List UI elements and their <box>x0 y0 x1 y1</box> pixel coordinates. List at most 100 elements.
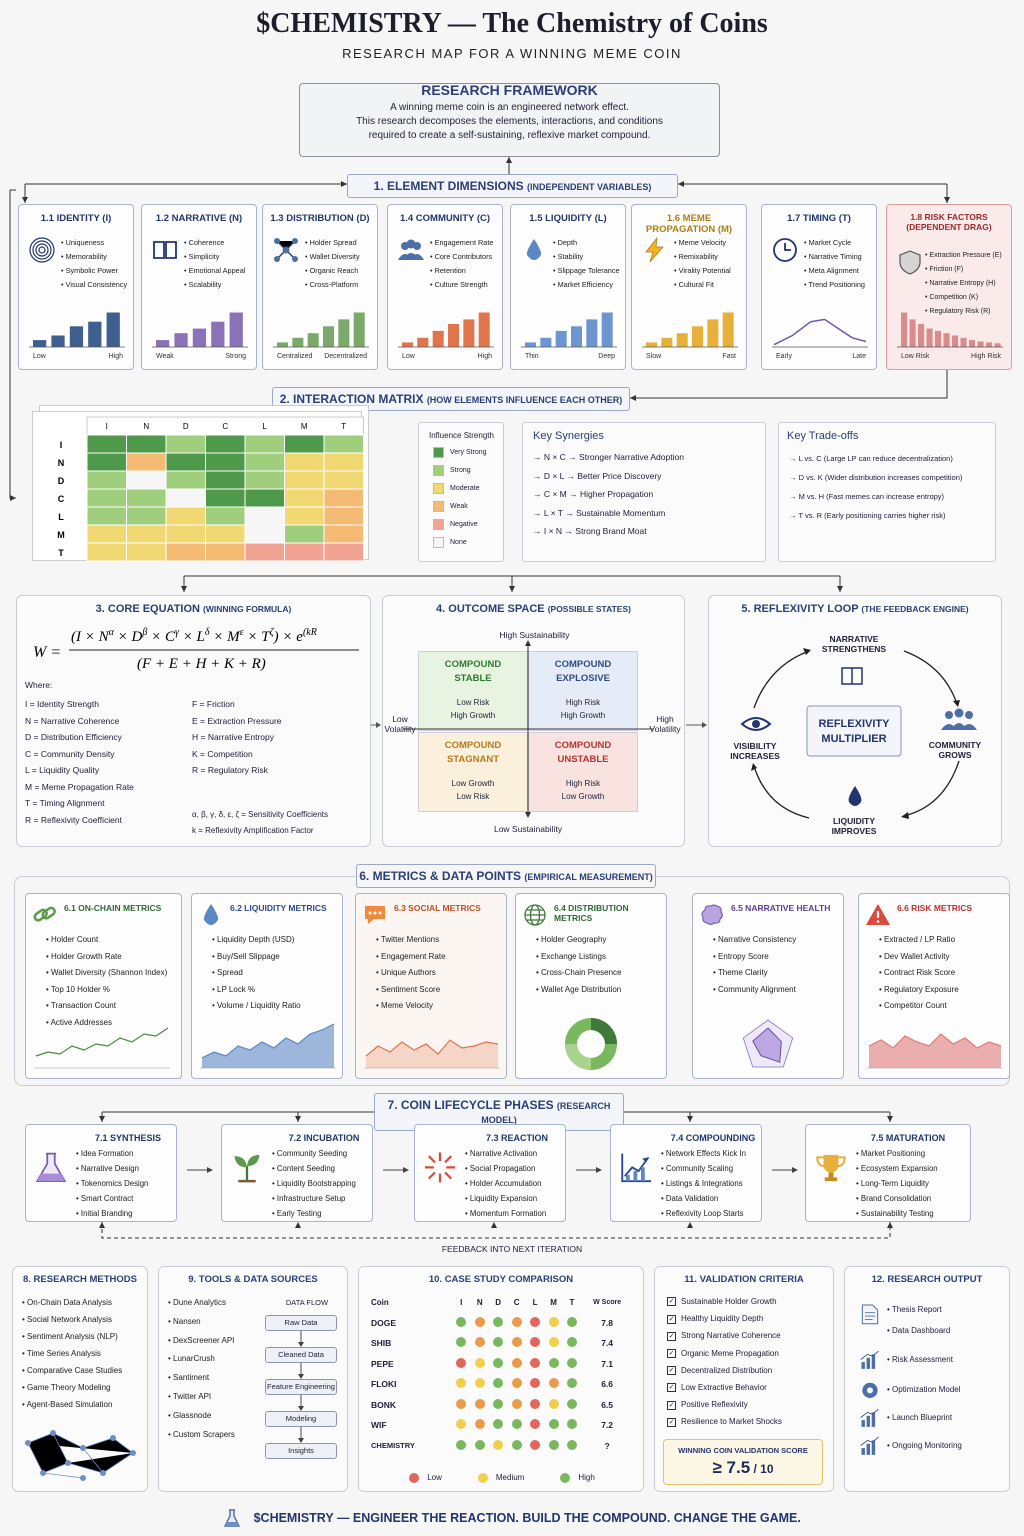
validation-score-label: WINNING COIN VALIDATION SCORE <box>678 1446 808 1455</box>
phase-item: Holder Accumulation <box>465 1176 546 1191</box>
element-attribute: Market Cycle <box>804 236 865 250</box>
matrix-col-header: T <box>341 422 346 431</box>
phase-title: 7.3 REACTION <box>485 1133 548 1143</box>
case-table-header: T <box>569 1297 575 1307</box>
framework-line: required to create a self-sustaining, re… <box>368 130 651 141</box>
svg-text:W =: W = <box>33 644 61 661</box>
outcome-space-panel: 4. OUTCOME SPACE (POSSIBLE STATES) High … <box>382 595 685 847</box>
element-card-subtitle: (DEPENDENT DRAG) <box>906 222 992 232</box>
validation-panel: 11. VALIDATION CRITERIA ✓ Sustainable Hol… <box>654 1266 834 1492</box>
section-1-title: 1. ELEMENT DIMENSIONS <box>373 179 524 193</box>
quadrant-description: Low Risk High Growth <box>450 698 496 720</box>
trophy-icon <box>815 1151 848 1190</box>
scale-bar <box>417 337 429 347</box>
element-scale-chart <box>398 312 494 348</box>
case-table-header: I <box>460 1297 463 1307</box>
scale-low-label: Early <box>776 353 792 360</box>
lifecycle-phase-card: 7.5 MATURATION Market PositioningEcosyste… <box>805 1124 971 1222</box>
element-attribute: Extraction Pressure (E) <box>925 249 1001 263</box>
tool-item: Twitter API <box>168 1388 347 1407</box>
footer-tagline: $CHEMISTRY — ENGINEER THE REACTION. BUIL… <box>253 1511 801 1525</box>
phase-item: Narrative Design <box>76 1161 148 1176</box>
scale-bar <box>601 312 613 347</box>
scale-bar <box>676 333 688 347</box>
rating-dot <box>530 1337 541 1348</box>
element-scale-chart <box>642 312 738 348</box>
w-score: 7.4 <box>601 1338 614 1349</box>
research-method-item: Time Series Analysis <box>22 1345 147 1362</box>
page-subtitle: RESEARCH MAP FOR A WINNING MEME COIN <box>342 46 682 61</box>
outcome-quadrant: COMPOUND STAGNANT Low Growth Low Risk <box>418 732 528 812</box>
element-attribute: Depth <box>553 236 620 250</box>
scale-bar <box>211 321 225 347</box>
section-3-header: 3. CORE EQUATION (WINNING FORMULA) <box>17 603 370 615</box>
framework-line: A winning meme coin is an engineered net… <box>390 102 629 113</box>
coin-name: FLOKI <box>371 1379 397 1390</box>
w-score: 6.5 <box>601 1399 614 1410</box>
phase-item: Idea Formation <box>76 1146 148 1161</box>
tool-item: Dune Analytics <box>168 1294 347 1313</box>
research-method-item: Comparative Case Studies <box>22 1362 147 1379</box>
matrix-row-header: T <box>58 548 64 558</box>
scale-bar <box>661 337 673 347</box>
tool-item: Santiment <box>168 1369 347 1388</box>
rating-dot <box>566 1378 577 1389</box>
variable-definition: K = Competition <box>192 748 253 759</box>
metrics-sparkline <box>34 1027 170 1069</box>
metrics-card-title: 6.3 SOCIAL METRICS <box>394 903 481 913</box>
variable-definition: T = Timing Alignment <box>25 798 105 808</box>
metric-item: Holder Growth Rate <box>46 949 167 966</box>
rating-dot <box>493 1378 504 1389</box>
phase-item: Data Validation <box>661 1191 746 1206</box>
section-7-subtitle: (RESEARCH MODEL) <box>481 1101 611 1125</box>
metric-item: Narrative Consistency <box>713 932 796 949</box>
metric-item: Holder Geography <box>536 932 622 949</box>
rating-dot <box>493 1357 504 1368</box>
scale-bar <box>722 312 734 347</box>
case-table-header: N <box>476 1297 483 1307</box>
coin-name: CHEMISTRY <box>371 1441 415 1451</box>
coefficient-note: k = Reflexivity Amplification Factor <box>192 826 314 835</box>
quadrant-description: High Risk High Growth <box>560 698 606 720</box>
table-row: PEPE 7.1 <box>371 1354 633 1375</box>
variable-definition: E = Extraction Pressure <box>192 715 282 726</box>
metric-item: Competitor Count <box>879 998 959 1015</box>
legend-swatch <box>433 483 444 494</box>
variable-definition: F = Friction <box>192 699 235 709</box>
scale-bar <box>525 342 537 347</box>
phase-item: Tokenomics Design <box>76 1176 149 1191</box>
data-flow-step: Modeling <box>265 1411 337 1427</box>
scale-bar <box>33 340 47 347</box>
scale-bar <box>174 333 188 347</box>
data-flow-step: Raw Data <box>265 1315 337 1331</box>
validation-item: ✓ Healthy Liquidity Depth <box>667 1310 833 1327</box>
checkbox-icon: ✓ <box>667 1366 676 1376</box>
validation-label: Low Extractive Behavior <box>681 1383 767 1393</box>
metric-item: Holder Count <box>46 932 167 949</box>
element-card: 1.8 RISK FACTORS(DEPENDENT DRAG) Extracti… <box>886 204 1012 370</box>
element-attribute: Organic Reach <box>305 264 360 278</box>
section-1-subtitle: (INDEPENDENT VARIABLES) <box>527 182 652 192</box>
droplet-icon <box>848 786 862 806</box>
reflexivity-loop-panel: 5. REFLEXIVITY LOOP (THE FEEDBACK ENGINE… <box>708 595 1002 847</box>
winning-formula: W = (I × Nα × Dβ × Cγ × Lδ × Mε × Tζ) × … <box>33 627 359 672</box>
svg-text:(I × Nα × Dβ × Cγ × Lδ × Mε ×: (I × Nα × Dβ × Cγ × Lδ × Mε × Tζ) × e(kR <box>71 627 317 645</box>
legend-dot <box>560 1473 571 1483</box>
key-tradeoffs-box: Key Trade-offs → L vs. C (Large LP can r… <box>778 422 996 562</box>
rating-dot <box>548 1357 559 1368</box>
data-flow-step: Cleaned Data <box>265 1347 337 1363</box>
data-flow-arrows <box>298 1331 304 1443</box>
rating-dot <box>474 1419 485 1430</box>
phase-item: Reflexivity Loop Starts <box>661 1206 746 1221</box>
legend-label: High <box>578 1473 595 1483</box>
metric-item: Cross-Chain Presence <box>536 965 621 982</box>
element-card-title: 1.1 IDENTITY (I) <box>40 213 112 224</box>
gear-icon <box>859 1379 881 1405</box>
case-study-panel: 10. CASE STUDY COMPARISON Coin I N D C L M T W S… <box>358 1266 644 1492</box>
section-11-title: 11. VALIDATION CRITERIA <box>684 1274 804 1285</box>
where-label: Where: <box>25 680 53 690</box>
research-output-panel: 12. RESEARCH OUTPUT • Thesis Report • Dat… <box>844 1266 1010 1492</box>
phase-arrows <box>187 1167 798 1173</box>
metric-item: Active Addresses <box>46 1015 167 1032</box>
globe-icon <box>522 902 548 933</box>
